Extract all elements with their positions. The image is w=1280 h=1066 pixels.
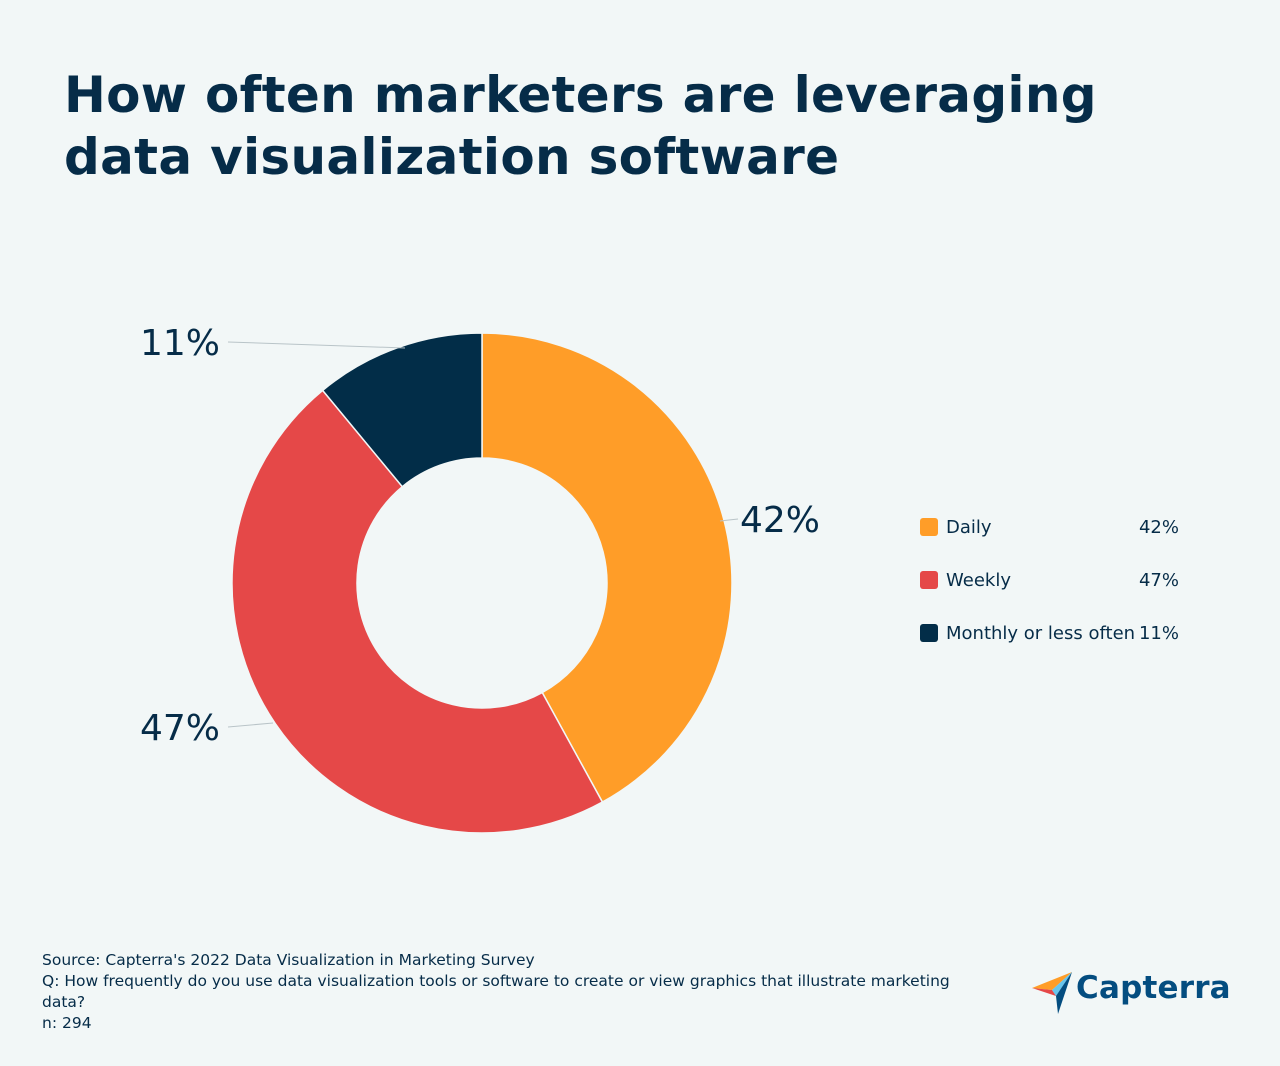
legend-label: Weekly: [946, 570, 1011, 591]
footer-notes: Source: Capterra's 2022 Data Visualizati…: [42, 950, 982, 1034]
donut-slice-weekly: [231, 389, 604, 834]
legend-item-monthly: Monthly or less often 11%: [920, 621, 1185, 674]
data-label-weekly: 47%: [140, 708, 220, 749]
legend-swatch-weekly: [920, 571, 938, 589]
legend-label: Daily: [946, 517, 992, 538]
capterra-logo: Capterra: [1030, 968, 1240, 1018]
data-label-monthly: 11%: [140, 323, 220, 364]
legend-label: Monthly or less often: [946, 623, 1136, 644]
donut-slice-monthly: [321, 332, 483, 488]
donut-slice-daily: [481, 332, 733, 804]
legend-value: 47%: [1138, 570, 1179, 591]
source-note: Source: Capterra's 2022 Data Visualizati…: [42, 951, 535, 969]
legend-swatch-monthly: [920, 624, 938, 642]
survey-question: Q: How frequently do you use data visual…: [42, 972, 950, 1011]
legend: Daily 42% Weekly 47% Monthly or less oft…: [920, 515, 1185, 674]
leader-line-monthly: [227, 341, 406, 349]
capterra-arrow-icon: [1032, 972, 1072, 1014]
leader-line-daily: [719, 518, 739, 522]
legend-item-weekly: Weekly 47%: [920, 568, 1185, 621]
leader-line-weekly: [227, 722, 274, 728]
data-label-daily: 42%: [740, 500, 820, 541]
legend-value: 11%: [1138, 623, 1179, 644]
logo-text: Capterra: [1076, 970, 1231, 1006]
legend-item-daily: Daily 42%: [920, 515, 1185, 568]
legend-swatch-daily: [920, 518, 938, 536]
legend-value: 42%: [1138, 517, 1179, 538]
sample-size: n: 294: [42, 1014, 92, 1032]
chart-title: How often marketers are leveraging data …: [64, 66, 1097, 186]
